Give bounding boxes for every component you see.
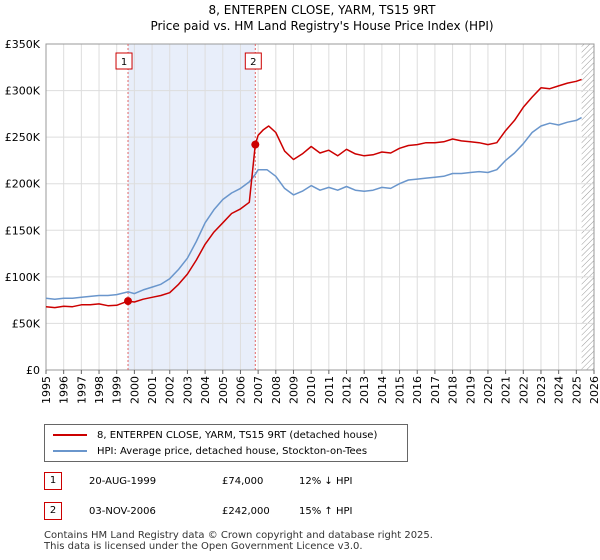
y-tick-label: £300K bbox=[5, 85, 41, 98]
x-tick-label: 2006 bbox=[234, 376, 247, 404]
x-tick-label: 1998 bbox=[93, 376, 106, 404]
sale-date: 20-AUG-1999 bbox=[89, 476, 157, 487]
x-tick-label: 2019 bbox=[464, 376, 477, 404]
x-tick-label: 2010 bbox=[305, 376, 318, 404]
footer-copyright: Contains HM Land Registry data © Crown c… bbox=[44, 530, 433, 541]
sale-number-label: 1 bbox=[121, 57, 127, 68]
price-chart: 8, ENTERPEN CLOSE, YARM, TS15 9RT Price … bbox=[5, 3, 600, 404]
plot-border bbox=[45, 43, 595, 371]
sale-number-label: 2 bbox=[250, 57, 256, 68]
sale-number-badge: 2 bbox=[44, 502, 62, 520]
y-tick-label: £150K bbox=[5, 224, 41, 237]
series-line-hpi bbox=[45, 116, 582, 300]
x-tick-label: 2003 bbox=[181, 376, 194, 404]
x-tick-label: 2021 bbox=[500, 376, 513, 404]
attribution-footer: Contains HM Land Registry data © Crown c… bbox=[44, 530, 433, 552]
legend-label-hpi: HPI: Average price, detached house, Stoc… bbox=[97, 446, 368, 457]
future-data-hatch bbox=[581, 44, 594, 370]
sale-number-box bbox=[115, 52, 133, 70]
x-tick-label: 2001 bbox=[146, 376, 159, 404]
x-tick-label: 2014 bbox=[376, 376, 389, 404]
series-line-property bbox=[45, 78, 582, 309]
sale-point bbox=[251, 140, 260, 149]
sale-number-box bbox=[244, 52, 262, 70]
x-tick-label: 2020 bbox=[482, 376, 495, 404]
x-tick-label: 2017 bbox=[429, 376, 442, 404]
sale-date: 03-NOV-2006 bbox=[89, 506, 156, 517]
chart-subtitle: Price paid vs. HM Land Registry's House … bbox=[150, 19, 493, 33]
x-tick-label: 2007 bbox=[252, 376, 265, 404]
x-tick-label: 2016 bbox=[411, 376, 424, 404]
x-tick-label: 2002 bbox=[164, 376, 177, 404]
sale-price: £74,000 bbox=[222, 476, 264, 487]
x-tick-label: 1997 bbox=[75, 376, 88, 404]
x-tick-label: 2026 bbox=[588, 376, 600, 404]
y-tick-label: £200K bbox=[5, 178, 41, 191]
x-tick-label: 2008 bbox=[270, 376, 283, 404]
x-tick-label: 1995 bbox=[40, 376, 53, 404]
footer-licence: This data is licensed under the Open Gov… bbox=[44, 541, 363, 552]
y-tick-label: £250K bbox=[5, 131, 41, 144]
x-tick-label: 2024 bbox=[553, 376, 566, 404]
x-tick-label: 2005 bbox=[217, 376, 230, 404]
legend-swatch-hpi bbox=[53, 450, 87, 452]
legend-entry-property: 8, ENTERPEN CLOSE, YARM, TS15 9RT (detac… bbox=[53, 428, 377, 444]
y-tick-label: £100K bbox=[5, 271, 41, 284]
sale-point bbox=[124, 297, 133, 306]
sale-number-badge: 1 bbox=[44, 472, 62, 490]
x-tick-label: 2015 bbox=[394, 376, 407, 404]
x-tick-label: 2023 bbox=[535, 376, 548, 404]
y-tick-label: £350K bbox=[5, 38, 41, 51]
sale-hpi-comparison: 15% ↑ HPI bbox=[299, 506, 353, 517]
x-tick-label: 2012 bbox=[341, 376, 354, 404]
ownership-period-shading bbox=[128, 44, 256, 370]
x-tick-label: 2011 bbox=[323, 376, 336, 404]
x-tick-label: 2018 bbox=[447, 376, 460, 404]
x-tick-label: 2009 bbox=[287, 376, 300, 404]
y-tick-label: £50K bbox=[12, 317, 41, 330]
sale-price: £242,000 bbox=[222, 506, 270, 517]
x-tick-label: 2004 bbox=[199, 376, 212, 404]
legend-entry-hpi: HPI: Average price, detached house, Stoc… bbox=[53, 444, 367, 460]
legend-swatch-property bbox=[53, 434, 87, 436]
y-tick-label: £0 bbox=[26, 364, 40, 377]
sale-hpi-comparison: 12% ↓ HPI bbox=[299, 476, 353, 487]
x-tick-label: 2022 bbox=[517, 376, 530, 404]
x-tick-label: 2013 bbox=[358, 376, 371, 404]
x-tick-label: 1999 bbox=[111, 376, 124, 404]
chart-title: 8, ENTERPEN CLOSE, YARM, TS15 9RT bbox=[209, 3, 437, 17]
x-tick-label: 1996 bbox=[58, 376, 71, 404]
x-tick-label: 2000 bbox=[128, 376, 141, 404]
chart-legend: 8, ENTERPEN CLOSE, YARM, TS15 9RT (detac… bbox=[44, 424, 408, 462]
legend-label-property: 8, ENTERPEN CLOSE, YARM, TS15 9RT (detac… bbox=[97, 430, 378, 441]
x-tick-label: 2025 bbox=[570, 376, 583, 404]
